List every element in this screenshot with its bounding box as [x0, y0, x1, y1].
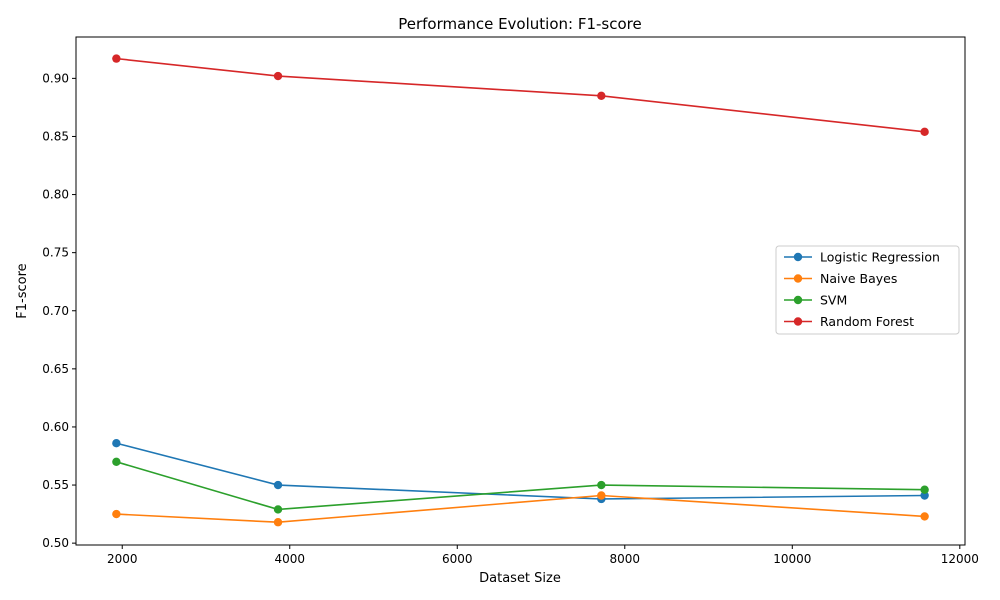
x-tick-label: 4000: [274, 552, 305, 566]
x-tick-label: 12000: [941, 552, 979, 566]
x-axis-label: Dataset Size: [479, 571, 561, 586]
y-tick-label: 0.85: [42, 129, 69, 143]
data-point-naive-bayes: [597, 491, 606, 500]
y-tick-label: 0.90: [42, 71, 69, 85]
x-tick-label: 8000: [610, 552, 641, 566]
series-line-svm: [116, 461, 925, 511]
data-point-naive-bayes: [273, 518, 283, 527]
series-random-forest: [112, 54, 929, 137]
series-line-random-forest: [116, 57, 925, 133]
plot-marks: [112, 54, 929, 527]
legend-item-svm: SVM: [784, 293, 847, 308]
y-tick-label: 0.80: [42, 188, 69, 202]
legend-marker: [793, 317, 803, 326]
y-tick-label: 0.65: [42, 362, 69, 376]
series-naive-bayes: [112, 491, 929, 527]
data-point-logistic-regression: [920, 491, 929, 500]
y-tick-label: 0.55: [42, 478, 69, 492]
series-line-logistic-regression: [116, 442, 925, 500]
plot-frame: [75, 36, 966, 546]
x-tick-label: 2000: [107, 552, 138, 566]
x-tick-label: 6000: [442, 552, 473, 566]
legend-item-random-forest: Random Forest: [784, 314, 914, 329]
legend-label: Logistic Regression: [820, 250, 940, 265]
legend-label: SVM: [820, 293, 847, 308]
chart-title: Performance Evolution: F1-score: [398, 15, 641, 33]
legend-marker: [793, 274, 803, 283]
legend-item-logistic-regression: Logistic Regression: [784, 250, 940, 265]
series-svm: [112, 457, 929, 514]
legend-marker: [793, 295, 803, 305]
data-point-svm: [273, 505, 283, 514]
data-point-random-forest: [597, 91, 606, 100]
axis-ticks: 2000 4000 6000 8000 10000 12000 0.50 0.55 0.60 0.…: [42, 71, 979, 566]
legend-item-naive-bayes: Naive Bayes: [784, 271, 897, 286]
legend-box: [775, 245, 960, 335]
legend: Logistic Regression Naive Bayes SVM Random …: [775, 245, 960, 335]
data-point-logistic-regression: [112, 439, 121, 448]
data-point-random-forest: [273, 71, 283, 81]
data-point-svm: [112, 457, 121, 467]
x-tick-label: 10000: [773, 552, 811, 566]
data-point-svm: [597, 480, 606, 490]
data-point-svm: [920, 485, 929, 494]
legend-label: Naive Bayes: [820, 271, 897, 286]
legend-marker: [793, 252, 803, 262]
data-point-random-forest: [920, 127, 929, 137]
y-tick-label: 0.70: [42, 304, 69, 318]
series-logistic-regression: [112, 439, 929, 504]
data-point-naive-bayes: [112, 509, 121, 519]
y-tick-label: 0.60: [42, 420, 69, 434]
legend-label: Random Forest: [820, 314, 914, 329]
y-tick-label: 0.50: [42, 536, 69, 550]
data-point-naive-bayes: [920, 512, 929, 521]
data-point-logistic-regression: [273, 480, 283, 490]
y-tick-label: 0.75: [42, 246, 69, 260]
data-point-random-forest: [112, 54, 121, 63]
y-axis-label: F1-score: [15, 263, 30, 318]
series-line-naive-bayes: [116, 494, 925, 524]
